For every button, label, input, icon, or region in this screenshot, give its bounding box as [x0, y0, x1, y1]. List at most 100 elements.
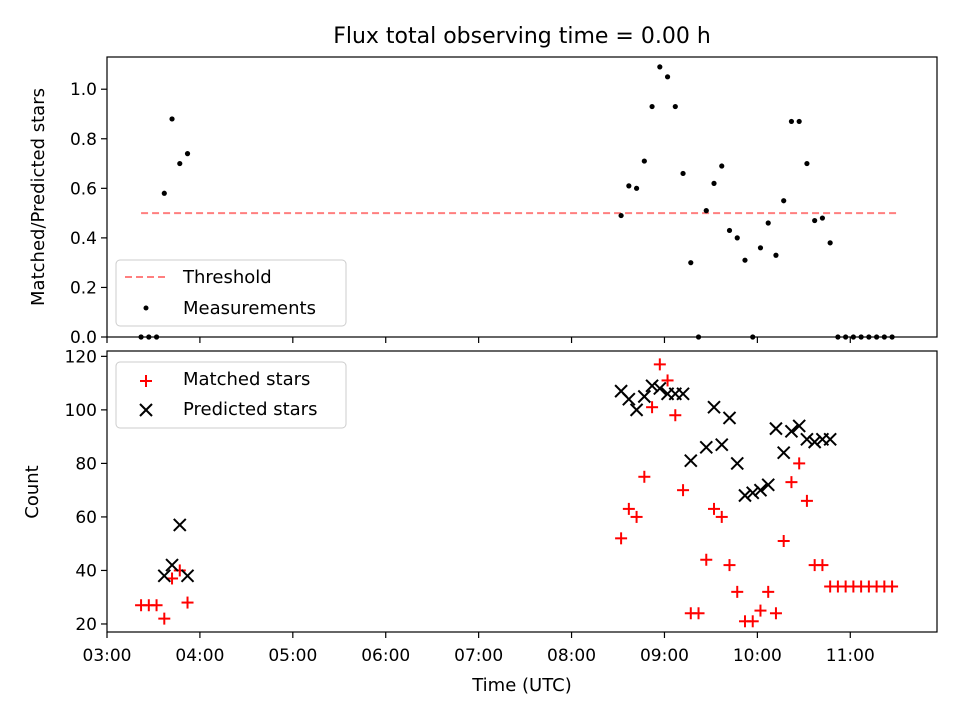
top-y-tick-label: 0.4 — [70, 229, 97, 249]
bottom-y-tick-label: 80 — [75, 454, 97, 474]
bottom-panel: 20 40 60 80 100 120 03:00 04:00 05:00 06:00 07:00… — [22, 347, 938, 696]
measurement-point — [169, 116, 175, 122]
predicted-star-point — [807, 435, 822, 449]
matched-star-point — [785, 476, 798, 489]
matched-star-point — [158, 612, 171, 625]
bottom-legend-box — [115, 361, 347, 429]
bottom-y-tick-label: 20 — [75, 615, 97, 635]
measurement-point — [641, 158, 647, 164]
bottom-x-ticks: 03:00 04:00 05:00 06:00 07:00 08:00 09:00 10:00… — [83, 632, 875, 666]
top-series — [138, 64, 897, 340]
top-y-tick-label: 1.0 — [70, 80, 97, 100]
measurement-point — [773, 252, 779, 258]
measurement-point — [765, 220, 771, 226]
measurement-point — [177, 160, 183, 167]
predicted-star-point — [157, 569, 172, 583]
bottom-axes-frame — [106, 350, 938, 633]
top-x-ticks — [106, 337, 851, 343]
predicted-star-point — [738, 488, 752, 503]
measurement-point — [819, 215, 826, 221]
measurement-point — [626, 183, 632, 189]
predicted-star-point — [676, 387, 690, 401]
predicted-star-point — [730, 456, 744, 471]
predicted-star-point — [707, 400, 721, 414]
top-y-ticks: 0.0 0.2 0.4 0.6 0.8 1.0 — [70, 80, 107, 348]
top-legend: Threshold Measurements — [115, 259, 347, 327]
measurement-point — [633, 185, 640, 191]
matched-star-point — [181, 596, 194, 609]
measurement-point — [812, 217, 818, 224]
measurement-point — [781, 198, 787, 204]
matched-star-point — [677, 484, 690, 497]
legend-threshold-label: Threshold — [182, 267, 272, 288]
matched-star-point — [669, 409, 682, 422]
matched-star-point — [700, 553, 713, 566]
matched-star-point — [800, 494, 813, 507]
measurement-point — [734, 235, 740, 241]
predicted-star-point — [165, 558, 179, 572]
matched-star-point — [723, 559, 736, 572]
matched-star-point — [661, 374, 674, 387]
predicted-star-point — [776, 445, 791, 460]
bottom-x-tick-label: 05:00 — [268, 646, 317, 666]
measurement-point — [680, 170, 686, 177]
predicted-star-point — [629, 403, 644, 417]
measurement-point — [719, 163, 725, 169]
matched-star-point — [615, 532, 628, 545]
top-axes-frame — [106, 56, 938, 338]
legend-predicted-label: Predicted stars — [183, 399, 317, 420]
bottom-x-tick-label: 11:00 — [826, 646, 875, 666]
matched-star-point — [777, 535, 790, 548]
measurement-point — [827, 240, 833, 246]
matched-star-point — [708, 502, 721, 515]
matched-star-point — [816, 559, 829, 572]
matched-star-point — [731, 585, 744, 598]
matched-star-point — [653, 358, 666, 371]
measurement-point — [664, 74, 671, 80]
matched-star-point — [692, 607, 705, 620]
predicted-star-point — [637, 389, 652, 404]
bottom-series — [135, 358, 899, 628]
bottom-x-tick-label: 06:00 — [361, 646, 410, 666]
measurement-point — [657, 64, 663, 70]
top-y-tick-label: 0.2 — [70, 278, 97, 298]
bottom-y-tick-label: 40 — [75, 561, 97, 581]
bottom-x-tick-label: 07:00 — [454, 646, 503, 666]
measurement-point — [688, 260, 694, 266]
predicted-star-point — [180, 569, 195, 583]
measurement-point — [711, 180, 717, 186]
predicted-star-point — [823, 432, 837, 447]
matched-star-point — [746, 615, 759, 628]
predicted-star-point — [622, 392, 636, 406]
top-legend-box — [115, 259, 347, 327]
predicted-star-point — [722, 411, 737, 425]
bottom-y-tick-label: 120 — [65, 347, 97, 367]
matched-star-point — [715, 510, 728, 523]
bottom-y-ticks: 20 40 60 80 100 120 — [65, 347, 107, 635]
predicted-star-point — [784, 424, 799, 438]
legend-measurements-marker — [143, 305, 149, 311]
matched-star-point — [886, 580, 899, 593]
legend-matched-marker — [140, 375, 152, 387]
matched-star-point — [769, 607, 782, 620]
matched-star-point — [173, 564, 186, 577]
measurement-point — [742, 257, 748, 263]
legend-matched-label: Matched stars — [183, 369, 310, 390]
measurement-point — [618, 212, 624, 219]
predicted-star-point — [792, 419, 806, 433]
measurement-point — [804, 160, 810, 167]
matched-star-point — [150, 599, 163, 612]
predicted-star-point — [645, 379, 659, 393]
predicted-star-point — [753, 483, 768, 497]
predicted-star-point — [699, 440, 713, 455]
measurement-point — [757, 245, 764, 251]
bottom-x-tick-label: 03:00 — [83, 646, 132, 666]
measurement-point — [726, 227, 733, 234]
top-y-tick-label: 0.6 — [70, 179, 97, 199]
predicted-star-point — [173, 518, 187, 532]
predicted-star-point — [746, 486, 760, 500]
predicted-star-point — [653, 381, 667, 396]
bottom-y-axis-label: Count — [22, 465, 43, 518]
bottom-x-tick-label: 10:00 — [733, 646, 782, 666]
legend-measurements-label: Measurements — [183, 298, 316, 319]
